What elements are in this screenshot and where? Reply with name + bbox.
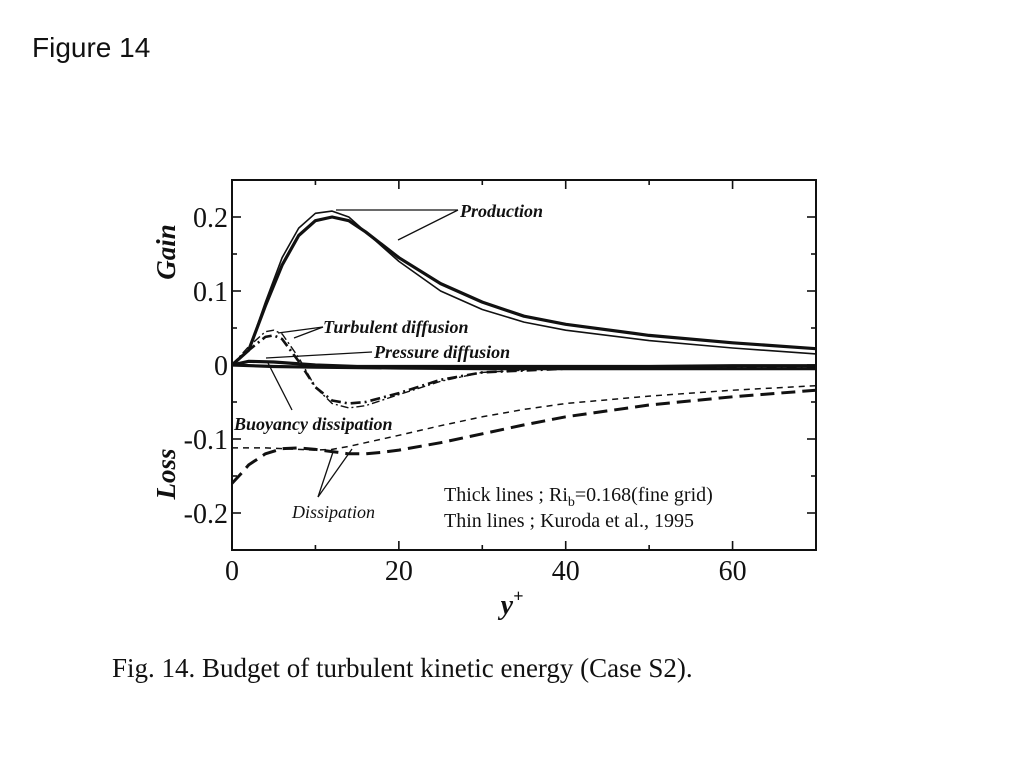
y-tick-label: 0.2 bbox=[193, 203, 228, 234]
annotation-turbulent-diffusion: Turbulent diffusion bbox=[323, 317, 469, 337]
y-axis-label-gain: Gain bbox=[151, 224, 181, 280]
figure-caption: Fig. 14. Budget of turbulent kinetic ene… bbox=[112, 653, 693, 683]
x-tick-label: 40 bbox=[552, 556, 580, 587]
slide-title: Figure 14 bbox=[32, 32, 151, 63]
legend-line-1-sub: b bbox=[568, 495, 575, 510]
y-tick-label: -0.2 bbox=[184, 499, 228, 530]
annotation-pressure-diffusion: Pressure diffusion bbox=[373, 342, 510, 362]
dissipation-leader-b bbox=[317, 448, 353, 498]
y-tick-label: -0.1 bbox=[184, 425, 228, 456]
series-production_thick bbox=[230, 215, 817, 367]
x-tick-label: 20 bbox=[385, 556, 413, 587]
annotation-buoyancy-dissipation: Buoyancy dissipation bbox=[233, 414, 393, 434]
series-layer bbox=[230, 210, 817, 485]
pressure-diffusion-leader bbox=[265, 351, 373, 359]
y-axis-label-loss: Loss bbox=[151, 448, 181, 500]
series-dissipation_thick bbox=[230, 388, 817, 485]
legend-line-2: Thin lines ; Kuroda et al., 1995 bbox=[444, 510, 694, 532]
annotation-production: Production bbox=[459, 201, 543, 221]
turbulent-diffusion-leader-a bbox=[277, 326, 324, 334]
x-axis-label: y+ bbox=[498, 586, 524, 621]
series-production_thin bbox=[231, 210, 817, 366]
y-tick-label: 0 bbox=[214, 351, 228, 382]
annotation-layer bbox=[265, 209, 459, 498]
annotation-dissipation: Dissipation bbox=[291, 502, 375, 522]
x-tick-label: 60 bbox=[719, 556, 747, 587]
series-dissipation_thin bbox=[232, 384, 817, 451]
dissipation-leader-a bbox=[317, 451, 334, 498]
series-buoyancy_dissipation_thick bbox=[231, 363, 816, 371]
legend-line-1-b: =0.168(fine grid) bbox=[575, 484, 713, 506]
legend-line-1-a: Thick lines ; Ri bbox=[444, 484, 568, 506]
turbulent-diffusion-leader-b bbox=[293, 326, 324, 339]
x-tick-label: 0 bbox=[225, 556, 239, 587]
x-axis-label-main: y bbox=[498, 590, 514, 621]
legend-line-1: Thick lines ; Rib=0.168(fine grid) bbox=[444, 484, 713, 510]
y-tick-label: 0.1 bbox=[193, 277, 228, 308]
x-axis-label-sup: + bbox=[513, 586, 523, 606]
production-leader-b bbox=[397, 209, 459, 241]
ticks-layer: 0 20 40 60 0.2 0.1 0 -0.1 -0.2 bbox=[184, 179, 817, 587]
buoyancy-dissipation-leader bbox=[267, 362, 293, 411]
